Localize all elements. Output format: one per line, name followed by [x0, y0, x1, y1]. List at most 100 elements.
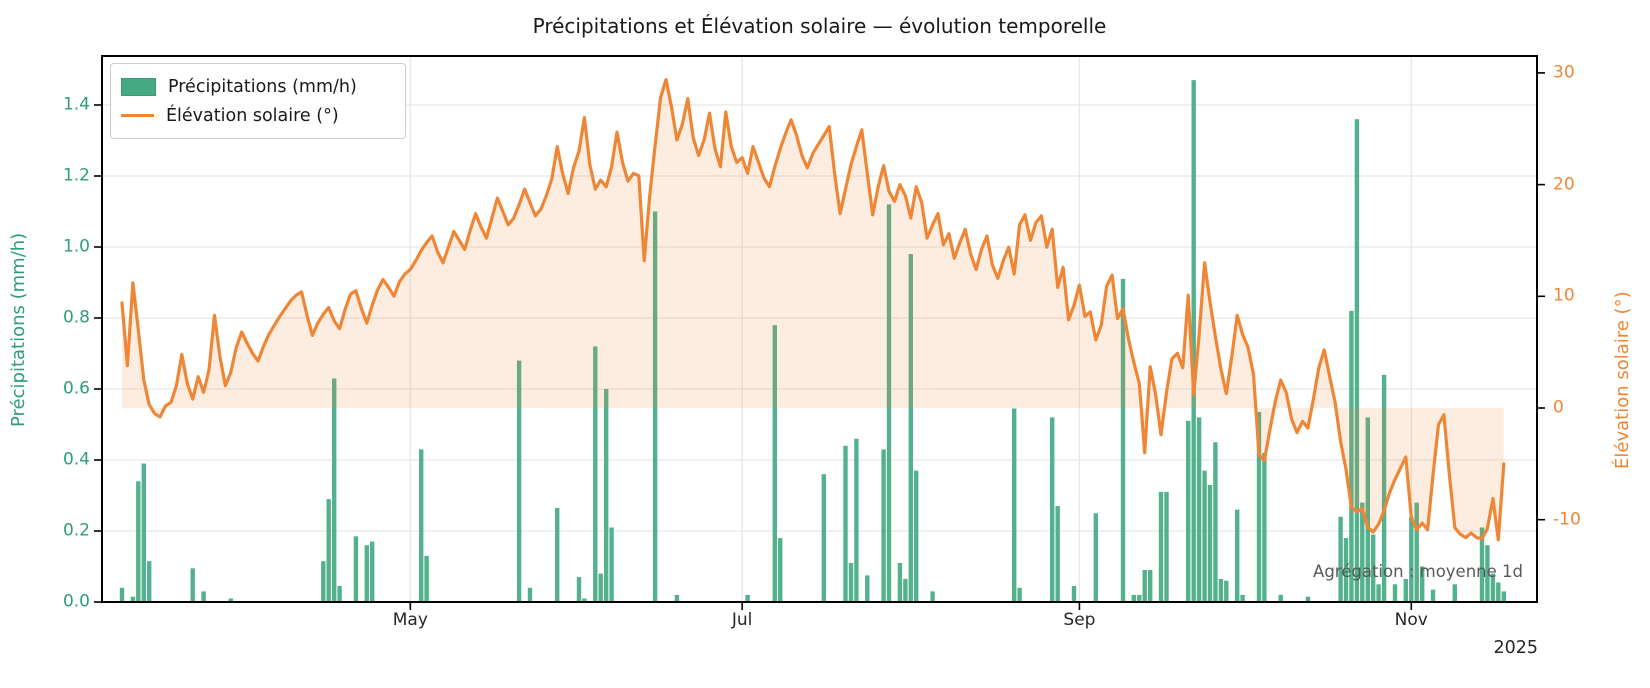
- precipitation-bar: [370, 541, 375, 602]
- precipitation-bar: [1365, 417, 1370, 602]
- precipitation-bar: [1376, 584, 1381, 603]
- precipitation-bar: [881, 449, 886, 602]
- precipitation-bar: [1409, 516, 1414, 602]
- precipitation-bar: [598, 573, 603, 602]
- y-left-tick-label: 1.2: [62, 165, 90, 186]
- precipitation-bar: [908, 254, 913, 602]
- precipitation-bar: [886, 204, 892, 602]
- precipitation-bar: [1452, 584, 1457, 603]
- precipitation-bar: [1430, 589, 1436, 602]
- precipitation-bar: [228, 598, 233, 602]
- y-right-tick-label: 0: [1553, 397, 1564, 418]
- y-left-tick-label: 0.0: [62, 591, 90, 612]
- legend-label: Précipitations (mm/h): [168, 76, 357, 97]
- y-axis-label-right: Élévation solaire (°): [1612, 291, 1633, 469]
- precipitation-bar: [604, 389, 609, 602]
- precipitation-bar: [1501, 591, 1506, 602]
- y-right-tick-label: 30: [1553, 62, 1575, 83]
- y-left-tick-label: 0.2: [62, 520, 90, 541]
- precipitation-bar: [914, 470, 919, 602]
- precipitation-bar: [865, 575, 870, 602]
- precipitation-bar: [119, 587, 125, 602]
- y-left-tick-label: 0.4: [62, 449, 90, 470]
- precipitation-bar: [1349, 310, 1354, 602]
- precipitation-bar: [1137, 594, 1142, 602]
- precipitation-bar: [1414, 502, 1419, 602]
- precipitation-bar: [1131, 594, 1136, 602]
- precipitation-bar: [1490, 573, 1496, 602]
- precipitation-bar: [1191, 80, 1196, 603]
- line-swatch-icon: [121, 114, 154, 117]
- precipitation-bar: [1479, 527, 1485, 602]
- y-axis-label-left: Précipitations (mm/h): [8, 232, 29, 428]
- precipitation-bar: [516, 360, 522, 602]
- precipitation-bar: [136, 481, 141, 602]
- precipitation-bar: [321, 561, 326, 602]
- precipitation-bar: [1196, 417, 1202, 602]
- precipitation-bar: [1120, 278, 1126, 602]
- precipitation-bar: [1164, 491, 1169, 602]
- precipitation-bar: [1485, 545, 1490, 602]
- precipitation-bar: [843, 445, 848, 602]
- y-right-tick-label: 10: [1553, 285, 1575, 306]
- precipitation-bar: [1012, 408, 1017, 602]
- precipitation-bar: [1420, 566, 1425, 602]
- precipitation-bar: [576, 577, 582, 602]
- y-left-tick-label: 1.0: [62, 236, 90, 257]
- precipitation-bar: [1278, 594, 1283, 602]
- precipitation-bar: [745, 594, 750, 602]
- precipitation-bar: [854, 438, 859, 602]
- precipitation-bar: [1202, 470, 1207, 602]
- precipitation-bar: [1055, 506, 1060, 602]
- precipitation-bar: [1338, 516, 1343, 602]
- bar-swatch-icon: [121, 77, 156, 96]
- y-right-tick-label: 20: [1553, 174, 1575, 195]
- precipitation-bar: [1262, 452, 1267, 602]
- precipitation-bar: [1093, 513, 1098, 603]
- precipitation-bar: [424, 555, 429, 602]
- precipitation-bar: [897, 563, 903, 602]
- precipitation-bar: [1305, 596, 1311, 602]
- precipitation-bar: [1186, 420, 1191, 602]
- precipitation-bar: [1403, 578, 1408, 602]
- precipitation-bars: [119, 80, 1506, 603]
- x-tick-label: Jul: [731, 610, 753, 630]
- precipitation-bar: [1148, 570, 1153, 602]
- x-tick-label: May: [392, 610, 428, 630]
- y-right-tick-label: -10: [1553, 509, 1581, 530]
- precipitation-bar: [1256, 412, 1262, 602]
- precipitation-bar: [1050, 417, 1055, 602]
- precipitation-bar: [147, 561, 152, 602]
- precipitation-bar: [337, 586, 342, 602]
- precipitation-bar: [190, 568, 195, 602]
- legend-item-precipitation: Précipitations (mm/h): [121, 72, 393, 101]
- precipitation-bar: [903, 578, 908, 602]
- precipitation-bar: [778, 538, 783, 602]
- precipitation-bar: [1496, 582, 1501, 602]
- chart-title: Précipitations et Élévation solaire — év…: [532, 14, 1107, 38]
- precipitation-bar: [674, 594, 680, 602]
- precipitation-bar: [582, 598, 587, 602]
- precipitation-bar: [555, 507, 560, 602]
- solar-elevation-fill: [122, 79, 1504, 540]
- precipitation-bar: [1343, 538, 1349, 602]
- precipitation-bar: [1381, 374, 1387, 602]
- precipitation-bar: [201, 591, 206, 602]
- aggregation-annotation: Agrégation : moyenne 1d: [1313, 562, 1523, 581]
- precipitation-bar: [1371, 534, 1376, 602]
- precipitation-bar: [332, 378, 337, 602]
- precipitation-bar: [326, 499, 331, 602]
- precipitation-bar: [141, 463, 146, 602]
- precipitation-bar: [930, 591, 935, 602]
- x-axis-year-label: 2025: [1493, 638, 1538, 658]
- y-left-tick-label: 0.6: [62, 378, 90, 399]
- precipitation-bar: [593, 346, 598, 602]
- precipitation-bar: [1360, 502, 1365, 602]
- axes-spines: [101, 55, 1538, 603]
- precipitation-bar: [1017, 587, 1022, 602]
- x-tick-label: Nov: [1394, 610, 1428, 630]
- precipitation-bar: [1213, 442, 1218, 603]
- y-left-tick-label: 1.4: [62, 94, 90, 115]
